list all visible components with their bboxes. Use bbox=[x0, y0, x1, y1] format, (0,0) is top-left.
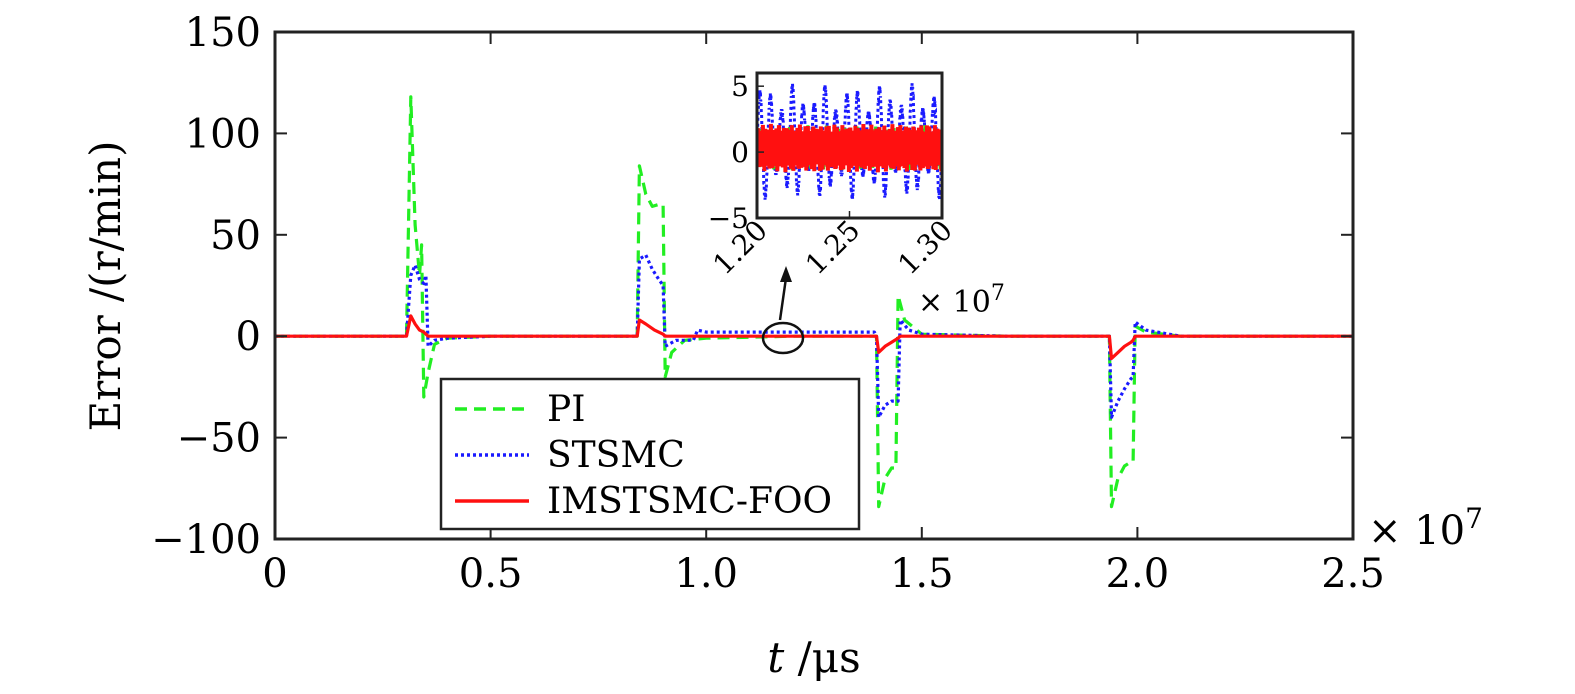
series-line-imstsmc-foo bbox=[275, 314, 1353, 361]
inset-series-imstsmc-foo bbox=[757, 123, 942, 173]
plot-frame bbox=[273, 30, 1355, 541]
zoom-region-marker bbox=[761, 321, 805, 355]
x-tick-label: 2.0 bbox=[1106, 551, 1170, 597]
x-tick-label: 1.0 bbox=[674, 551, 738, 597]
y-tick-label: 0 bbox=[236, 314, 261, 360]
legend: PI STSMC IMSTSMC-FOO bbox=[439, 377, 861, 531]
x-tick-label: 0 bbox=[262, 551, 287, 597]
series-line-stsmc bbox=[275, 253, 1353, 419]
inset-x-multiplier: × 107 bbox=[918, 281, 1005, 320]
y-tick-label: −50 bbox=[177, 416, 261, 462]
x-multiplier: × 107 bbox=[1368, 502, 1483, 554]
x-tick-label: 1.5 bbox=[890, 551, 954, 597]
y-tick-label: 100 bbox=[185, 111, 261, 157]
x-axis-title: t /μs bbox=[767, 633, 860, 682]
inset-y-tick-label: −5 bbox=[708, 202, 749, 235]
legend-label: IMSTSMC-FOO bbox=[547, 481, 832, 522]
zoom-arrow-head bbox=[780, 266, 792, 282]
inset-series-stsmc bbox=[757, 83, 942, 200]
y-tick-label: 50 bbox=[210, 213, 261, 259]
inset-y-tick-label: 5 bbox=[731, 70, 749, 103]
zoom-arrow bbox=[778, 277, 788, 321]
legend-label: STSMC bbox=[547, 435, 685, 476]
x-tick-label: 2.5 bbox=[1321, 551, 1385, 597]
y-tick-label: −100 bbox=[151, 517, 261, 563]
y-tick-label: 150 bbox=[185, 10, 261, 56]
y-axis-title: Error /(r/min) bbox=[81, 141, 130, 432]
legend-label: PI bbox=[547, 389, 585, 430]
inset-y-tick-label: 0 bbox=[731, 136, 749, 169]
x-tick-label: 0.5 bbox=[459, 551, 523, 597]
